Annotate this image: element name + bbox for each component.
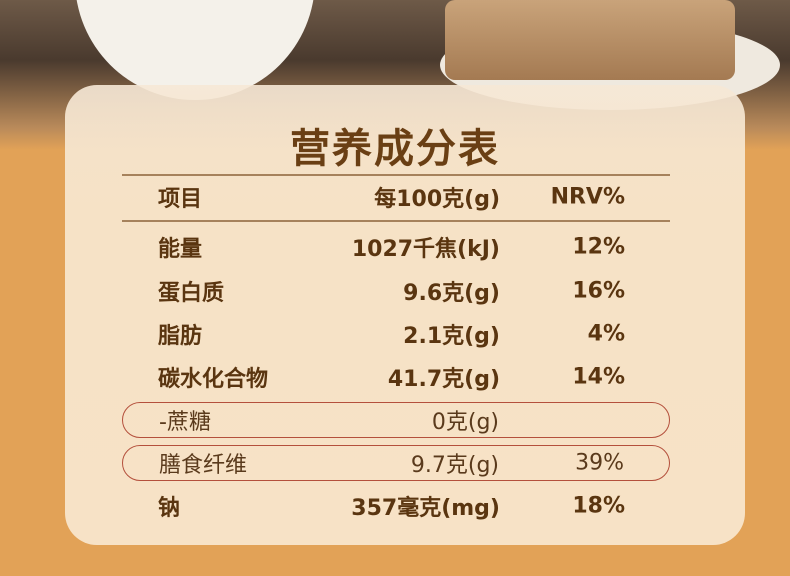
- row-item: 脂肪: [158, 324, 203, 349]
- header-nrv: NRV%: [550, 184, 625, 210]
- table-row: 脂肪 2.1克(g) 4%: [122, 316, 670, 352]
- row-per100: 357毫克(mg): [351, 496, 500, 521]
- row-per100: 9.7克(g): [410, 453, 499, 478]
- bread-image: [445, 0, 735, 80]
- row-item: 钠: [158, 496, 181, 521]
- row-item: 蛋白质: [158, 281, 225, 306]
- header-item: 项目: [158, 187, 203, 212]
- header-per100: 每100克(g): [374, 187, 500, 212]
- row-nrv: 14%: [572, 364, 625, 390]
- table-title: 营养成分表: [290, 126, 500, 172]
- divider-top: [122, 174, 670, 176]
- header-row: 项目 每100克(g) NRV%: [122, 179, 670, 215]
- row-nrv: 18%: [572, 493, 625, 519]
- row-item: -蔗糖: [159, 410, 211, 435]
- row-nrv: 4%: [587, 321, 625, 347]
- row-per100: 41.7克(g): [387, 367, 500, 392]
- nutrition-card: [65, 85, 745, 545]
- row-item: 能量: [158, 237, 203, 262]
- row-per100: 0克(g): [431, 410, 499, 435]
- row-nrv: 39%: [575, 450, 624, 476]
- divider-header: [122, 220, 670, 222]
- row-per100: 1027千焦(kJ): [351, 237, 500, 262]
- row-nrv: 12%: [572, 234, 625, 260]
- row-item: 碳水化合物: [158, 367, 269, 392]
- table-row-highlighted: -蔗糖 0克(g): [122, 402, 670, 438]
- table-row-highlighted: 膳食纤维 9.7克(g) 39%: [122, 445, 670, 481]
- row-item: 膳食纤维: [159, 453, 248, 478]
- row-nrv: 16%: [572, 278, 625, 304]
- table-row: 蛋白质 9.6克(g) 16%: [122, 273, 670, 309]
- row-per100: 2.1克(g): [403, 324, 500, 349]
- table-row: 钠 357毫克(mg) 18%: [122, 488, 670, 524]
- row-per100: 9.6克(g): [403, 281, 500, 306]
- table-row: 碳水化合物 41.7克(g) 14%: [122, 359, 670, 395]
- table-row: 能量 1027千焦(kJ) 12%: [122, 229, 670, 265]
